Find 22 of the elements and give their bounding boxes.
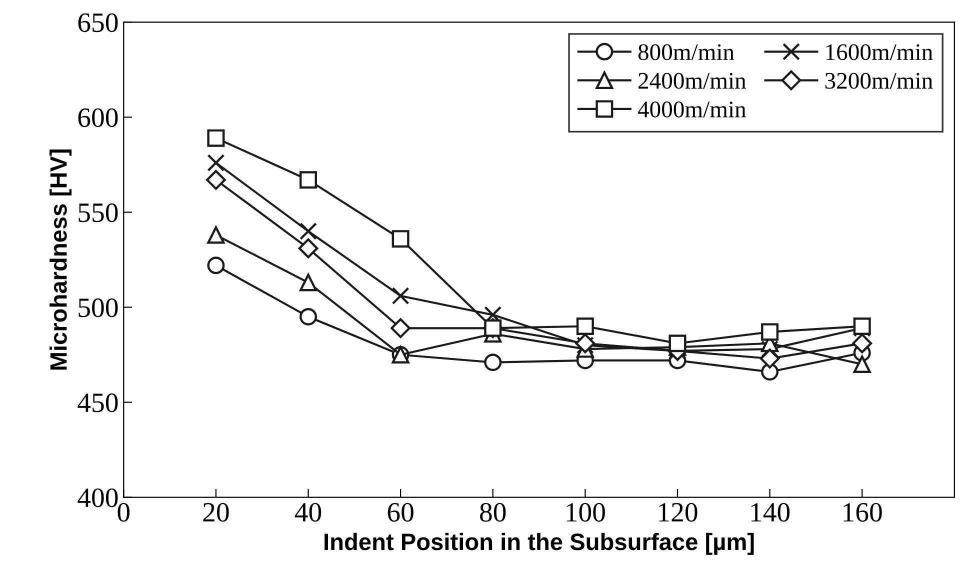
x-tick-label: 120 — [659, 502, 698, 522]
legend-label: 3200m/min — [825, 72, 933, 89]
x-tick-label: 100 — [566, 502, 605, 522]
y-axis-title: Microhardness [HV] — [50, 150, 72, 370]
y-tick-label: 650 — [78, 13, 118, 32]
x-tick-label: 40 — [294, 502, 322, 522]
legend-label: 1600m/min — [826, 44, 933, 60]
x-tick-label: 160 — [844, 502, 882, 522]
x-tick-label: 0 — [118, 502, 130, 522]
y-tick-label: 550 — [78, 203, 118, 222]
x-tick-label: 20 — [203, 502, 229, 522]
legend-label: 2400m/min — [638, 72, 746, 89]
x-axis-title: Indent Position in the Subsurface [µm] — [324, 532, 754, 555]
y-tick-label: 600 — [78, 108, 118, 128]
x-tick-label: 140 — [751, 502, 790, 522]
y-tick-label: 500 — [78, 298, 118, 318]
x-tick-label: 60 — [388, 502, 414, 522]
x-tick-label: 80 — [480, 502, 506, 522]
legend-label: 800m/min — [638, 44, 734, 60]
y-tick-label: 400 — [78, 488, 118, 508]
y-tick-label: 450 — [78, 393, 118, 412]
legend-label: 4000m/min — [638, 102, 746, 118]
